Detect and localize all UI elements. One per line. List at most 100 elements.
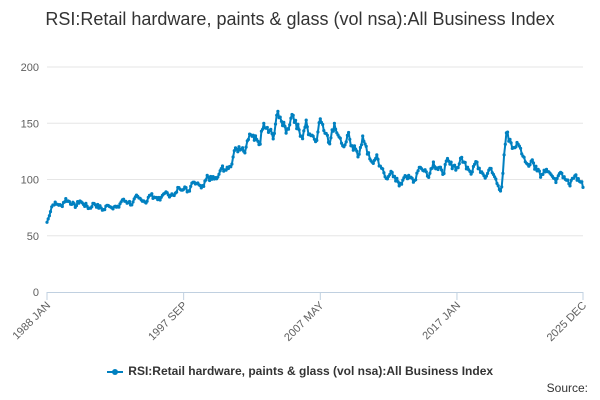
series-line [46, 110, 584, 223]
data-point [385, 177, 389, 181]
data-point [130, 203, 134, 207]
data-point [253, 134, 258, 138]
data-point [316, 130, 320, 134]
data-point [279, 119, 283, 123]
data-point [531, 161, 536, 165]
data-point [295, 127, 299, 131]
data-point [281, 124, 285, 128]
data-point [367, 151, 371, 155]
data-point [355, 149, 359, 153]
data-point [443, 162, 447, 167]
data-point [47, 214, 52, 218]
data-point [244, 145, 248, 149]
data-point [381, 167, 385, 171]
data-point [237, 145, 241, 149]
data-point [477, 166, 481, 170]
data-point [331, 129, 335, 133]
data-point [273, 122, 278, 126]
data-point [442, 171, 446, 176]
data-point [357, 152, 361, 156]
data-point [224, 168, 228, 172]
data-point [456, 166, 460, 170]
data-point [498, 189, 503, 193]
data-point [503, 142, 507, 146]
data-point [230, 162, 234, 166]
data-point [470, 170, 474, 174]
legend-series-marker-icon [106, 367, 123, 377]
data-point [220, 164, 225, 168]
data-point [187, 189, 192, 193]
data-point [157, 195, 161, 200]
data-point [348, 137, 352, 141]
data-point [345, 133, 349, 137]
data-point [574, 173, 578, 177]
legend-label: RSI:Retail hardware, paints & glass (vol… [128, 364, 494, 378]
data-point [581, 185, 585, 189]
data-point [344, 140, 348, 144]
data-point [428, 171, 432, 175]
data-point [473, 162, 477, 166]
data-point [312, 137, 316, 141]
data-point [431, 160, 435, 164]
data-point [282, 120, 286, 124]
data-point [283, 124, 287, 129]
data-point [375, 153, 379, 157]
data-point [211, 175, 215, 179]
data-point [522, 155, 526, 159]
data-point [440, 168, 444, 172]
data-point [363, 142, 367, 146]
data-point [489, 166, 493, 171]
y-tick-label: 50 [27, 231, 39, 243]
data-point [560, 171, 564, 175]
data-point [533, 167, 537, 171]
data-point [496, 184, 500, 188]
source-credit[interactable]: Source: [546, 381, 588, 395]
data-point [145, 199, 149, 203]
data-point [210, 177, 214, 181]
data-point [454, 168, 458, 172]
x-tick-label: 2007 MAY [282, 299, 327, 344]
data-point [67, 200, 71, 204]
legend-item[interactable]: RSI:Retail hardware, paints & glass (vol… [0, 364, 600, 378]
data-point [311, 134, 315, 138]
data-point [64, 197, 68, 201]
data-point [219, 167, 223, 171]
data-point [265, 125, 269, 130]
data-point [252, 138, 256, 142]
x-tick-label: 1997 SEP [146, 300, 190, 344]
data-point [376, 157, 380, 161]
data-point [453, 163, 457, 167]
data-point [241, 146, 245, 150]
data-point [46, 217, 50, 221]
data-point [318, 117, 322, 121]
data-point [275, 113, 279, 117]
data-point [534, 164, 538, 168]
y-tick-label: 0 [33, 287, 39, 299]
data-point [315, 138, 319, 142]
data-point [541, 172, 545, 176]
data-point [506, 130, 510, 134]
data-point [117, 205, 121, 209]
data-point [317, 121, 321, 125]
data-point [158, 198, 162, 202]
data-point [204, 178, 208, 182]
data-point [338, 136, 342, 140]
data-point [528, 163, 532, 167]
data-point [562, 175, 566, 179]
data-point [502, 153, 506, 157]
data-point [394, 179, 398, 183]
data-point [430, 166, 434, 170]
data-point [555, 176, 559, 181]
data-point [127, 199, 132, 204]
data-point [410, 176, 414, 180]
data-point [304, 118, 308, 122]
x-tick-label: 2025 DEC [545, 300, 589, 344]
data-point [554, 180, 558, 185]
data-point [296, 122, 300, 126]
data-point [415, 171, 419, 175]
data-point [286, 127, 291, 131]
data-point [350, 144, 354, 148]
data-point [74, 204, 79, 208]
data-point [236, 150, 240, 154]
